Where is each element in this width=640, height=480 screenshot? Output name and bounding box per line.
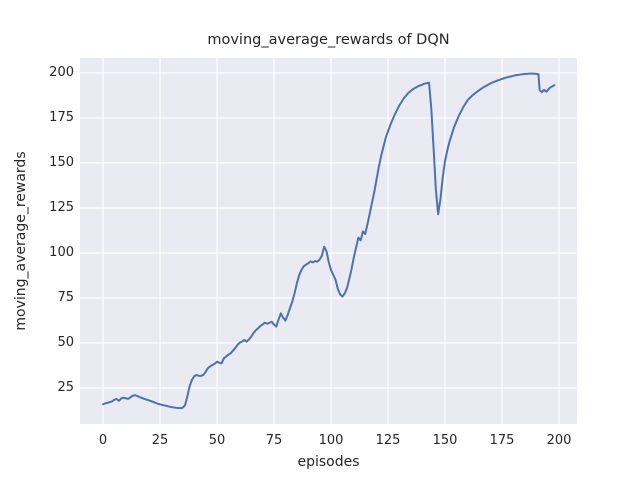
x-tick-label: 0	[98, 433, 108, 448]
y-tick-label: 150	[49, 154, 74, 170]
x-tick-label: 200	[546, 433, 572, 448]
x-tick-label: 125	[375, 433, 401, 448]
y-tick-label: 75	[57, 289, 74, 305]
y-tick-label: 25	[57, 379, 74, 395]
x-tick-label: 150	[432, 433, 458, 448]
y-tick-label: 175	[49, 109, 74, 125]
x-tick-label: 175	[489, 433, 515, 448]
x-tick-label: 75	[265, 433, 283, 448]
y-axis-label: moving_average_rewards	[13, 151, 29, 331]
data-line-moving_average_rewards	[102, 72, 556, 410]
chart-title: moving_average_rewards of DQN	[207, 32, 450, 48]
line-chart-svg	[80, 58, 577, 424]
y-tick-label: 100	[49, 244, 74, 260]
y-tick-label: 125	[49, 199, 74, 215]
x-tick-label: 100	[318, 433, 344, 448]
x-tick-label: 50	[208, 433, 226, 448]
x-axis-label: episodes	[297, 454, 360, 470]
y-tick-label: 50	[57, 334, 74, 350]
x-tick-label: 25	[151, 433, 169, 448]
plot-area	[80, 58, 577, 424]
y-tick-label: 200	[49, 64, 74, 80]
